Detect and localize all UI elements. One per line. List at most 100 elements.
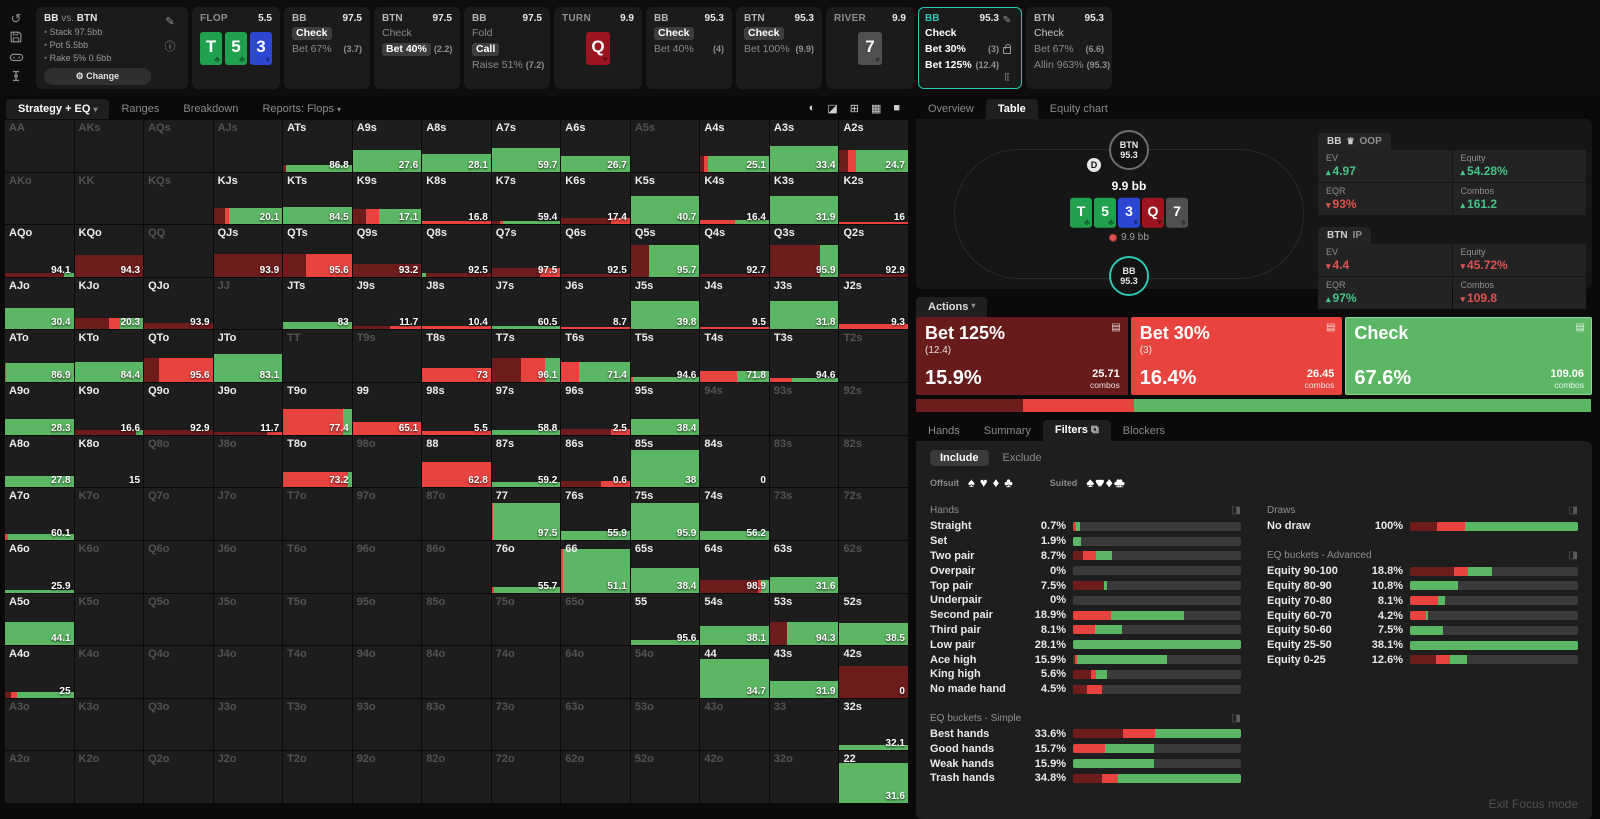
filter-row-equity-50-60[interactable]: Equity 50-60 7.5% <box>1267 623 1578 638</box>
matrix-cell-T4o[interactable]: T4o <box>283 646 352 698</box>
matrix-cell-Q5o[interactable]: Q5o <box>144 593 213 646</box>
action-check[interactable]: Check <box>292 27 362 40</box>
matrix-cell-82s[interactable]: 82s <box>839 435 908 488</box>
matrix-cell-KTo[interactable]: KTo 84.4 <box>74 330 144 383</box>
actions-dropdown[interactable]: Actions ▾ <box>916 297 988 317</box>
matrix-cell-K6s[interactable]: K6s 17.4 <box>561 172 630 225</box>
section-toggle-icon[interactable]: ◨ <box>1231 505 1241 516</box>
matrix-cell-Q4o[interactable]: Q4o <box>144 646 213 698</box>
reset-icon[interactable]: ↺ <box>10 11 22 26</box>
matrix-cell-A3s[interactable]: A3s 33.4 <box>769 120 839 172</box>
matrix-cell-K2o[interactable]: K2o <box>74 751 144 803</box>
action-check[interactable]: Check <box>1034 27 1064 39</box>
matrix-cell-Q8o[interactable]: Q8o <box>144 435 213 488</box>
include-toggle[interactable]: Include <box>930 450 989 466</box>
matrix-cell-96s[interactable]: 96s 2.5 <box>561 383 630 435</box>
matrix-cell-A3o[interactable]: A3o <box>5 698 74 751</box>
tree-node-btn[interactable]: BTN 95.3 Check Bet 100% (9.9) <box>736 7 822 89</box>
matrix-cell-96o[interactable]: 96o <box>352 540 422 593</box>
suited-heart-icon[interactable]: ♥♥ <box>1095 475 1105 490</box>
matrix-cell-55[interactable]: 55 95.6 <box>630 593 700 646</box>
filter-row-top-pair[interactable]: Top pair 7.5% <box>930 578 1241 593</box>
matrix-cell-A5s[interactable]: A5s <box>630 120 700 172</box>
matrix-cell-T8s[interactable]: T8s 73 <box>422 330 491 383</box>
matrix-cell-54o[interactable]: 54o <box>630 646 700 698</box>
tree-node-turn[interactable]: TURN 9.9 Q ♥ <box>554 7 642 89</box>
filter-row-second-pair[interactable]: Second pair 18.9% <box>930 608 1241 623</box>
matrix-cell-65o[interactable]: 65o <box>561 593 630 646</box>
action-check[interactable]: Check <box>654 27 724 40</box>
matrix-cell-Q8s[interactable]: Q8s 92.5 <box>422 225 491 277</box>
matrix-cell-98s[interactable]: 98s 5.5 <box>422 383 491 435</box>
range-bracket-icon[interactable]: [[ <box>1004 72 1010 81</box>
tab-strategy-eq[interactable]: Strategy + EQ ▾ <box>6 99 110 119</box>
matrix-cell-33[interactable]: 33 <box>769 698 839 751</box>
matrix-cell-52o[interactable]: 52o <box>630 751 700 803</box>
filter-row-set[interactable]: Set 1.9% <box>930 534 1241 549</box>
matrix-cell-A2s[interactable]: A2s 24.7 <box>839 120 908 172</box>
matrix-cell-QQ[interactable]: QQ <box>144 225 213 277</box>
action-bet-100-[interactable]: Bet 100% (9.9) <box>744 43 814 55</box>
matrix-cell-ATo[interactable]: ATo 86.9 <box>5 330 74 383</box>
matrix-cell-AKs[interactable]: AKs <box>74 120 144 172</box>
matrix-cell-76s[interactable]: 76s 55.9 <box>561 488 630 540</box>
matrix-cell-42s[interactable]: 42s 0 <box>839 646 908 698</box>
expand-icon[interactable]: ⊞ <box>849 103 859 115</box>
action-card-check[interactable]: Check 67.6% 109.06 combos ▤ <box>1345 317 1592 395</box>
matrix-cell-83o[interactable]: 83o <box>422 698 491 751</box>
filter-row-trash-hands[interactable]: Trash hands 34.8% <box>930 771 1241 786</box>
matrix-cell-J3s[interactable]: J3s 31.8 <box>769 277 839 330</box>
tab-overview[interactable]: Overview <box>928 103 974 115</box>
matrix-cell-22[interactable]: 22 31.6 <box>839 751 908 803</box>
matrix-cell-A8s[interactable]: A8s 28.1 <box>422 120 491 172</box>
filter-row-equity-90-100[interactable]: Equity 90-100 18.8% <box>1267 564 1578 579</box>
tab-blockers[interactable]: Blockers <box>1122 425 1165 437</box>
matrix-cell-KQo[interactable]: KQo 94.3 <box>74 225 144 277</box>
matrix-cell-T6o[interactable]: T6o <box>283 540 352 593</box>
range-slider-icon[interactable] <box>8 69 24 85</box>
matrix-cell-TT[interactable]: TT <box>283 330 352 383</box>
solid-square-icon[interactable]: ■ <box>893 102 900 114</box>
matrix-cell-97o[interactable]: 97o <box>352 488 422 540</box>
action-check[interactable]: Check <box>925 27 957 39</box>
tree-node-flop[interactable]: FLOP 5.5 T ♣ 5 ♣ 3 ♦ <box>192 7 280 89</box>
matrix-cell-J4o[interactable]: J4o <box>213 646 283 698</box>
matrix-cell-Q3s[interactable]: Q3s 95.9 <box>769 225 839 277</box>
tree-node-bb[interactable]: BB 95.3 Check Bet 40% (4) <box>646 7 732 89</box>
matrix-cell-J6o[interactable]: J6o <box>213 540 283 593</box>
matrix-cell-KQs[interactable]: KQs <box>144 172 213 225</box>
matrix-cell-Q6s[interactable]: Q6s 92.5 <box>561 225 630 277</box>
action-raise-51-[interactable]: Raise 51% (7.2) <box>472 59 545 71</box>
matrix-cell-T5o[interactable]: T5o <box>283 593 352 646</box>
matrix-cell-J2s[interactable]: J2s 9.3 <box>839 277 908 330</box>
matrix-cell-75s[interactable]: 75s 95.9 <box>630 488 700 540</box>
matrix-cell-42o[interactable]: 42o <box>700 751 769 803</box>
section-toggle-icon[interactable]: ◨ <box>1568 549 1578 561</box>
matrix-cell-JTo[interactable]: JTo 83.1 <box>213 330 283 383</box>
filter-row-no-made-hand[interactable]: No made hand 4.5% <box>930 682 1241 697</box>
matrix-cell-A9o[interactable]: A9o 28.3 <box>5 383 74 435</box>
matrix-cell-K7s[interactable]: K7s 59.4 <box>491 172 561 225</box>
matrix-cell-K3o[interactable]: K3o <box>74 698 144 751</box>
save-icon[interactable] <box>8 30 24 46</box>
matrix-cell-K5o[interactable]: K5o <box>74 593 144 646</box>
filter-row-equity-70-80[interactable]: Equity 70-80 8.1% <box>1267 593 1578 608</box>
matrix-cell-J9o[interactable]: J9o 11.7 <box>213 383 283 435</box>
matrix-cell-93s[interactable]: 93s <box>769 383 839 435</box>
half-square-icon[interactable]: ◪ <box>827 103 838 115</box>
matrix-cell-J7s[interactable]: J7s 60.5 <box>491 277 561 330</box>
filter-row-no-draw[interactable]: No draw 100% <box>1267 519 1578 534</box>
matrix-cell-98o[interactable]: 98o <box>352 435 422 488</box>
matrix-cell-66[interactable]: 66 51.1 <box>561 540 630 593</box>
offsuit-heart-icon[interactable]: ♥ <box>979 475 988 490</box>
matrix-cell-J3o[interactable]: J3o <box>213 698 283 751</box>
matrix-cell-J9s[interactable]: J9s 11.7 <box>352 277 422 330</box>
matrix-cell-63o[interactable]: 63o <box>561 698 630 751</box>
matrix-cell-83s[interactable]: 83s <box>769 435 839 488</box>
matrix-cell-T7s[interactable]: T7s 96.1 <box>491 330 561 383</box>
matrix-cell-74o[interactable]: 74o <box>491 646 561 698</box>
matrix-cell-95o[interactable]: 95o <box>352 593 422 646</box>
matrix-cell-Q4s[interactable]: Q4s 92.7 <box>700 225 769 277</box>
matrix-cell-ATs[interactable]: ATs 86.8 <box>283 120 352 172</box>
tree-node-bb-selected[interactable]: BB 95.3 Check Bet 30% (3) Bet 125% (12.4) ✎ [[ <box>918 7 1022 89</box>
